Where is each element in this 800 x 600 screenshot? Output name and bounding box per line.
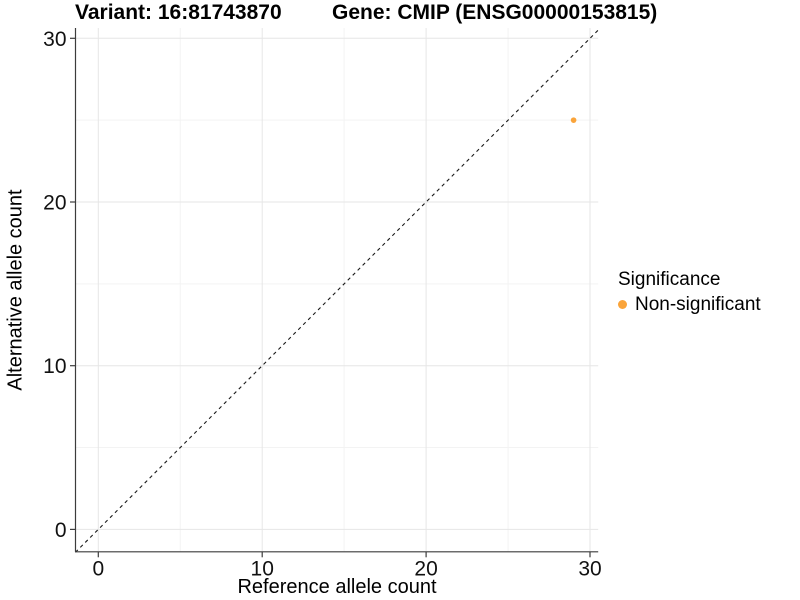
y-axis-title: Alternative allele count: [4, 189, 27, 391]
y-tick-label: 0: [55, 519, 67, 542]
y-tick-label: 20: [43, 192, 66, 215]
x-tick-label: 10: [251, 557, 274, 580]
legend-item: Non-significant: [613, 293, 761, 316]
legend: Significance Non-significant: [613, 268, 761, 316]
identity-dashed-line: [74, 29, 599, 553]
legend-title: Significance: [618, 269, 721, 290]
variant-title: Variant: 16:81743870: [75, 1, 282, 24]
y-tick-label: 30: [43, 28, 66, 51]
data-point: [570, 117, 577, 123]
y-tick-label: 10: [43, 355, 66, 378]
x-tick-label: 20: [414, 557, 437, 580]
x-tick-label: 0: [92, 557, 104, 580]
gene-title: Gene: CMIP (ENSG00000153815): [332, 1, 658, 24]
legend-point-icon: [618, 300, 627, 309]
x-tick-label: 30: [578, 557, 601, 580]
legend-item-label: Non-significant: [635, 294, 761, 315]
x-axis-title: Reference allele count: [237, 576, 437, 598]
